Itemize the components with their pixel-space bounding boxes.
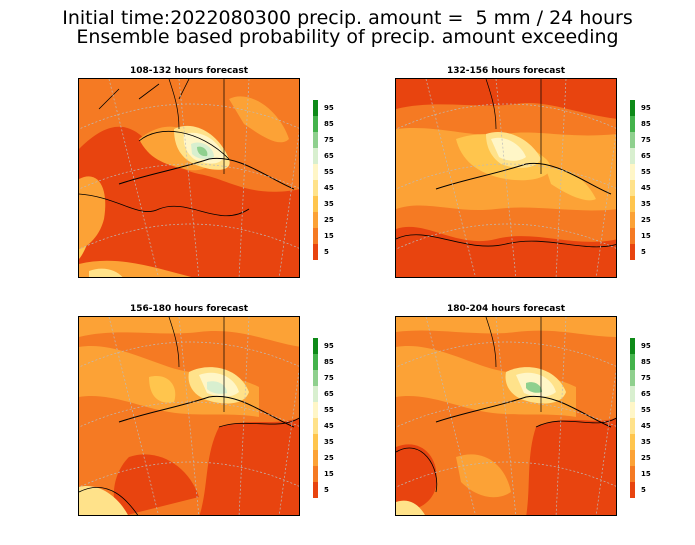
title-line-1: Initial time:2022080300 precip. amount =… bbox=[62, 7, 633, 29]
colorbar-4: 95 85 75 65 55 45 35 25 15 5 bbox=[630, 338, 678, 498]
colorbar-label: 75 bbox=[641, 374, 651, 382]
colorbar-label: 45 bbox=[641, 184, 651, 192]
colorbar-swatch bbox=[313, 212, 318, 228]
colorbar-swatch bbox=[630, 434, 635, 450]
colorbar-swatch bbox=[313, 466, 318, 482]
colorbar-label: 85 bbox=[324, 358, 334, 366]
colorbar-label: 85 bbox=[641, 358, 651, 366]
colorbar-label: 55 bbox=[641, 168, 651, 176]
colorbar-swatch bbox=[313, 418, 318, 434]
colorbar-label: 35 bbox=[641, 438, 651, 446]
colorbar-swatch bbox=[313, 370, 318, 386]
colorbar-swatch bbox=[630, 244, 635, 260]
colorbar-label: 5 bbox=[324, 486, 329, 494]
colorbar-label: 45 bbox=[641, 422, 651, 430]
colorbar-3: 95 85 75 65 55 45 35 25 15 5 bbox=[313, 338, 361, 498]
map-panel-4 bbox=[395, 316, 617, 516]
colorbar-swatch bbox=[630, 386, 635, 402]
panel-title-1: 108-132 hours forecast bbox=[129, 66, 249, 76]
colorbar-2: 95 85 75 65 55 45 35 25 15 5 bbox=[630, 100, 678, 260]
colorbar-swatch bbox=[630, 370, 635, 386]
colorbar-swatch bbox=[313, 434, 318, 450]
colorbar-label: 15 bbox=[324, 470, 334, 478]
colorbar-swatch bbox=[630, 354, 635, 370]
colorbar-label: 95 bbox=[641, 104, 651, 112]
colorbar-label: 25 bbox=[641, 454, 651, 462]
colorbar-swatch bbox=[630, 180, 635, 196]
colorbar-label: 75 bbox=[324, 136, 334, 144]
colorbar-label: 55 bbox=[324, 168, 334, 176]
colorbar-swatch bbox=[313, 228, 318, 244]
colorbar-label: 65 bbox=[324, 390, 334, 398]
colorbar-label: 15 bbox=[641, 232, 651, 240]
colorbar-swatch bbox=[630, 116, 635, 132]
colorbar-swatch bbox=[630, 148, 635, 164]
colorbar-label: 95 bbox=[324, 104, 334, 112]
colorbar-swatch bbox=[313, 100, 318, 116]
colorbar-swatch bbox=[630, 482, 635, 498]
colorbar-label: 25 bbox=[324, 216, 334, 224]
colorbar-swatch bbox=[313, 354, 318, 370]
colorbar-swatch bbox=[630, 402, 635, 418]
colorbar-label: 25 bbox=[324, 454, 334, 462]
colorbar-label: 75 bbox=[641, 136, 651, 144]
colorbar-label: 15 bbox=[324, 232, 334, 240]
colorbar-swatch bbox=[313, 116, 318, 132]
colorbar-swatch bbox=[313, 482, 318, 498]
colorbar-1: 95 85 75 65 55 45 35 25 15 5 bbox=[313, 100, 361, 260]
colorbar-swatch bbox=[630, 418, 635, 434]
title-line-2: Ensemble based probability of precip. am… bbox=[76, 26, 619, 48]
colorbar-label: 65 bbox=[324, 152, 334, 160]
colorbar-label: 65 bbox=[641, 390, 651, 398]
colorbar-swatch bbox=[630, 164, 635, 180]
panel-title-3: 156-180 hours forecast bbox=[129, 304, 249, 314]
colorbar-label: 35 bbox=[324, 200, 334, 208]
map-panel-2 bbox=[395, 78, 617, 278]
colorbar-swatch bbox=[313, 450, 318, 466]
colorbar-label: 5 bbox=[641, 248, 646, 256]
colorbar-swatch bbox=[313, 338, 318, 354]
colorbar-swatch bbox=[313, 402, 318, 418]
map-panel-1 bbox=[78, 78, 300, 278]
colorbar-label: 15 bbox=[641, 470, 651, 478]
colorbar-label: 25 bbox=[641, 216, 651, 224]
colorbar-label: 55 bbox=[324, 406, 334, 414]
panel-title-4: 180-204 hours forecast bbox=[446, 304, 566, 314]
colorbar-label: 55 bbox=[641, 406, 651, 414]
colorbar-swatch bbox=[313, 244, 318, 260]
colorbar-label: 35 bbox=[641, 200, 651, 208]
colorbar-label: 95 bbox=[641, 342, 651, 350]
colorbar-label: 45 bbox=[324, 184, 334, 192]
colorbar-swatch bbox=[313, 164, 318, 180]
colorbar-swatch bbox=[313, 386, 318, 402]
colorbar-label: 95 bbox=[324, 342, 334, 350]
colorbar-swatch bbox=[630, 450, 635, 466]
colorbar-swatch bbox=[313, 180, 318, 196]
colorbar-label: 5 bbox=[641, 486, 646, 494]
colorbar-swatch bbox=[630, 338, 635, 354]
colorbar-swatch bbox=[630, 100, 635, 116]
map-panel-3 bbox=[78, 316, 300, 516]
colorbar-swatch bbox=[630, 228, 635, 244]
colorbar-label: 5 bbox=[324, 248, 329, 256]
colorbar-label: 85 bbox=[324, 120, 334, 128]
colorbar-swatch bbox=[630, 212, 635, 228]
colorbar-label: 85 bbox=[641, 120, 651, 128]
colorbar-swatch bbox=[630, 466, 635, 482]
colorbar-label: 45 bbox=[324, 422, 334, 430]
colorbar-swatch bbox=[630, 132, 635, 148]
colorbar-swatch bbox=[313, 148, 318, 164]
colorbar-swatch bbox=[313, 196, 318, 212]
colorbar-swatch bbox=[313, 132, 318, 148]
panel-title-2: 132-156 hours forecast bbox=[446, 66, 566, 76]
colorbar-swatch bbox=[630, 196, 635, 212]
colorbar-label: 65 bbox=[641, 152, 651, 160]
colorbar-label: 35 bbox=[324, 438, 334, 446]
colorbar-label: 75 bbox=[324, 374, 334, 382]
